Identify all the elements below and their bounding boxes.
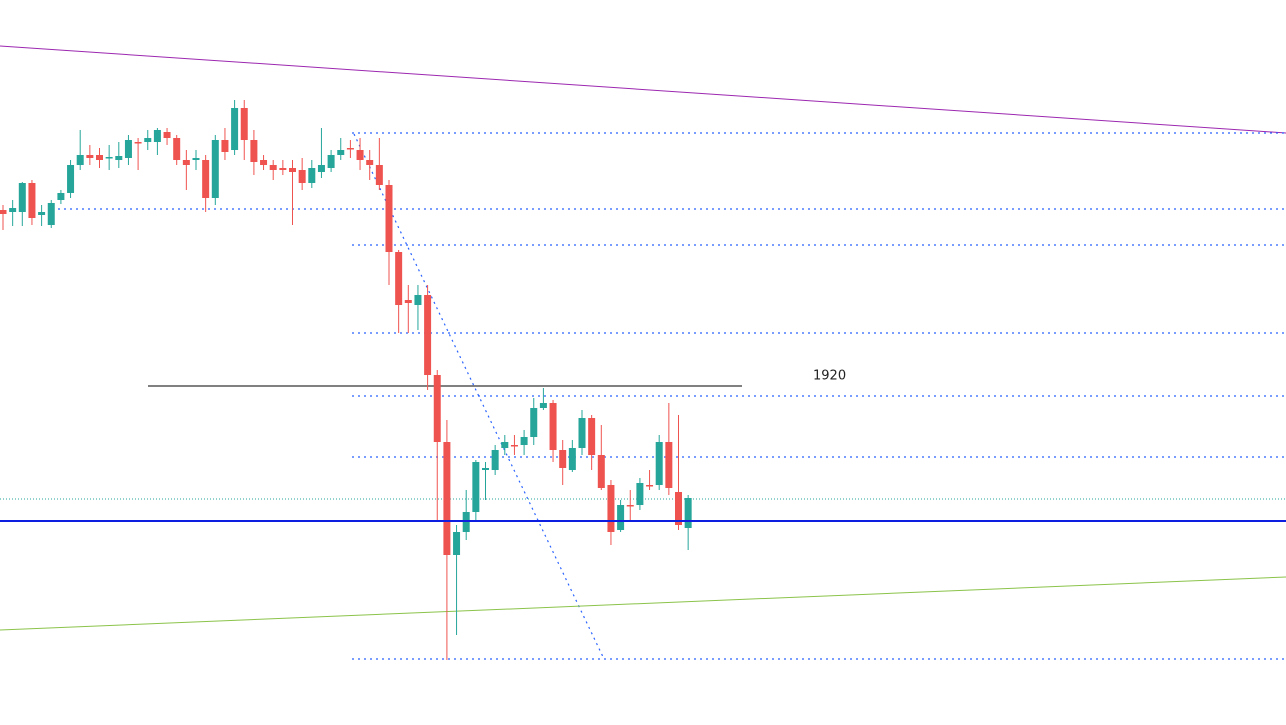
candle-body — [153, 130, 161, 142]
candle-body — [221, 140, 229, 152]
candle-body — [337, 150, 345, 155]
candle-body — [105, 157, 113, 159]
candle-body — [173, 138, 181, 160]
candle-body — [655, 442, 663, 485]
candle-body — [414, 295, 422, 305]
candle-body — [665, 442, 673, 488]
candle-body — [597, 455, 605, 488]
candle-body — [134, 142, 142, 144]
candle-body — [453, 532, 461, 555]
candle-body — [559, 450, 567, 468]
trend-line — [0, 576, 1286, 631]
fib-levels — [58, 132, 1286, 660]
candle-body — [366, 160, 374, 165]
candle-body — [47, 203, 55, 225]
candle-body — [240, 108, 248, 140]
candle-body — [472, 462, 480, 512]
candle-body — [67, 165, 75, 193]
candle-body — [327, 155, 335, 168]
candle-body — [76, 155, 84, 165]
candle-body — [675, 492, 682, 525]
candle-body — [289, 168, 296, 172]
candle-body — [375, 165, 383, 185]
candle-body — [646, 485, 654, 487]
candle-body — [144, 138, 152, 142]
candle-body — [250, 140, 258, 162]
candle-body — [269, 165, 277, 170]
candle-body — [588, 418, 596, 455]
candle-body — [279, 168, 287, 170]
candle-body — [356, 150, 364, 160]
candle-body — [260, 160, 268, 165]
candle-body — [520, 437, 528, 445]
candle-body — [510, 445, 518, 447]
candle-body — [530, 408, 538, 437]
candle-body — [578, 418, 586, 448]
candle-body — [28, 183, 36, 218]
candle-body — [617, 505, 625, 530]
candle-body — [385, 185, 393, 252]
candle-body — [607, 485, 615, 532]
candle-body — [568, 448, 576, 470]
candle-body — [308, 168, 316, 183]
fib-diagonal — [353, 133, 605, 660]
candle-body — [124, 140, 132, 158]
candle-body — [404, 300, 412, 303]
candle-body — [626, 505, 634, 507]
candle-body — [163, 132, 171, 138]
candle-body — [211, 140, 219, 198]
candle-body — [202, 160, 210, 198]
candle-body — [192, 158, 200, 160]
candle-body — [443, 442, 451, 555]
candle-body — [57, 193, 65, 200]
trend-line — [0, 45, 1286, 134]
candle-body — [182, 160, 190, 165]
level-label: 1920 — [813, 369, 846, 384]
candle-body — [86, 155, 94, 158]
candle-body — [433, 375, 441, 442]
candle-body — [96, 155, 103, 160]
candle-body — [0, 210, 7, 214]
candle-body — [482, 468, 489, 470]
candle-body — [549, 403, 557, 450]
candle-body — [317, 165, 325, 172]
candle-body — [9, 208, 17, 212]
candle-body — [395, 252, 403, 305]
candle-body — [231, 108, 239, 150]
candles — [0, 100, 692, 660]
candle-body — [539, 403, 547, 408]
candle-body — [424, 295, 432, 375]
candle-body — [38, 212, 46, 215]
candle-body — [501, 442, 509, 448]
candle-body — [115, 156, 123, 160]
candle-body — [298, 170, 306, 183]
candle-body — [636, 483, 644, 505]
candle-body — [346, 148, 354, 150]
candle-body — [684, 498, 692, 528]
candle-body — [18, 183, 26, 212]
candle-body — [491, 450, 499, 470]
